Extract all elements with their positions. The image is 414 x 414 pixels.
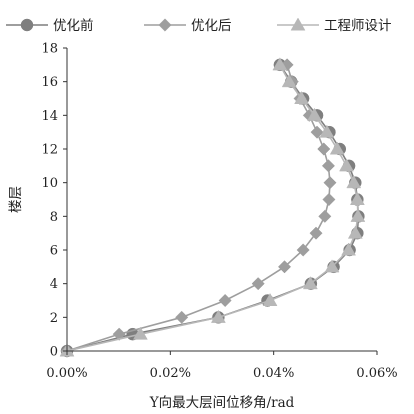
legend-item-3: 工程师设计	[277, 17, 392, 34]
legend-item-1: 优化前	[6, 17, 94, 34]
data-point	[317, 142, 331, 156]
legend: 优化前 优化后 工程师设计	[6, 17, 392, 34]
y-ticks: 0 2 4 6 8 10 12 14 16 18	[41, 42, 67, 360]
legend-marker	[158, 18, 172, 32]
x-tick-label: 0.00%	[46, 366, 87, 381]
data-point	[251, 277, 265, 291]
data-point	[210, 309, 226, 323]
data-point	[218, 293, 232, 308]
legend-marker	[290, 17, 306, 31]
x-axis-title: Y向最大层间位移角/rad	[149, 395, 295, 411]
series-line	[66, 64, 359, 352]
x-tick-label: 0.04%	[253, 366, 294, 381]
y-tick-label: 8	[50, 210, 58, 225]
data-point	[307, 107, 322, 121]
legend-label: 工程师设计	[324, 18, 392, 34]
data-point	[347, 225, 363, 239]
y-tick-label: 12	[41, 143, 58, 158]
legend-marker	[20, 18, 34, 32]
data-point	[349, 191, 365, 205]
data-point	[294, 90, 309, 104]
x-tick-label: 0.02%	[150, 366, 191, 381]
series-layer	[59, 57, 366, 358]
data-point	[175, 310, 189, 324]
y-tick-label: 18	[41, 42, 58, 57]
data-point	[322, 192, 336, 207]
data-point	[319, 124, 335, 138]
data-point	[309, 226, 323, 240]
data-point	[323, 176, 337, 190]
data-point	[318, 209, 332, 223]
x-tick-label: 0.06%	[356, 366, 397, 381]
data-point	[272, 57, 288, 71]
data-point	[112, 327, 126, 341]
data-point	[339, 158, 354, 172]
data-point	[329, 141, 345, 155]
axes	[66, 48, 377, 352]
data-point	[350, 208, 366, 222]
y-tick-label: 2	[50, 311, 58, 326]
data-point	[296, 243, 310, 257]
data-point	[281, 74, 297, 88]
data-point	[277, 260, 292, 274]
legend-item-2: 优化后	[144, 18, 232, 34]
y-tick-label: 6	[50, 244, 58, 259]
series-1	[60, 58, 365, 358]
y-axis-title: 楼层	[8, 186, 24, 213]
legend-label: 优化前	[53, 17, 94, 34]
data-point	[321, 159, 335, 173]
data-point	[346, 175, 362, 189]
data-point	[324, 259, 340, 273]
series-2	[60, 58, 337, 358]
series-line	[66, 64, 331, 352]
y-tick-label: 0	[50, 345, 58, 360]
data-point	[262, 292, 278, 306]
data-point	[302, 276, 318, 290]
y-tick-label: 4	[50, 277, 58, 292]
y-tick-label: 14	[41, 109, 58, 124]
data-point	[341, 242, 357, 256]
x-ticks: 0.00% 0.02% 0.04% 0.06%	[46, 351, 398, 381]
series-3	[59, 57, 366, 357]
data-point	[132, 326, 148, 340]
data-point	[310, 125, 324, 139]
series-line	[66, 64, 360, 352]
legend-label: 优化后	[191, 18, 232, 34]
y-tick-label: 10	[41, 176, 58, 191]
y-tick-label: 16	[41, 75, 58, 90]
